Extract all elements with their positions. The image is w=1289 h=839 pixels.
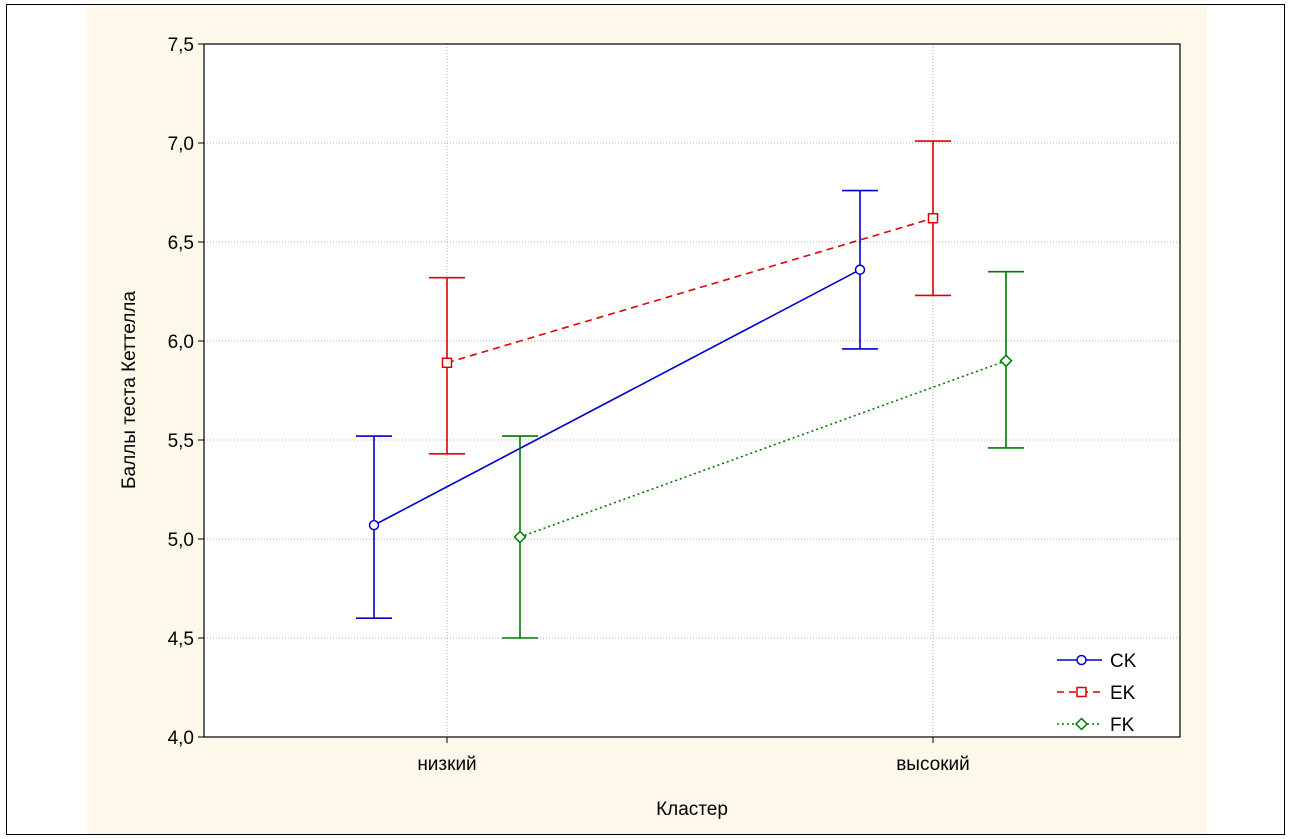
- y-tick-label: 5,5: [168, 431, 194, 452]
- y-tick-label: 4,0: [168, 728, 194, 749]
- plot-area: [204, 44, 1180, 737]
- axis-layer: 4,0 4,5 5,0 5,5 6,0 6,5 7,0 7,5 низкий высокий: [168, 35, 970, 775]
- x-tick-label: низкий: [417, 754, 476, 775]
- data-point-FK: [999, 354, 1013, 368]
- y-axis-title: Баллы теста Кеттелла: [119, 291, 140, 489]
- data-point-EK: [441, 357, 453, 369]
- grid-layer: [204, 44, 1180, 737]
- y-tick-label: 5,0: [168, 530, 194, 551]
- legend: CK EK FK: [1057, 651, 1137, 736]
- series-line-FK: [519, 360, 1007, 538]
- y-tick-label: 7,5: [168, 35, 194, 56]
- legend-marker-EK: [1076, 686, 1087, 698]
- x-axis-title: Кластер: [656, 799, 728, 820]
- data-point-EK: [927, 212, 939, 224]
- y-tick-label: 4,5: [168, 629, 194, 650]
- legend-label-EK: EK: [1110, 683, 1136, 704]
- legend-marker-FK: [1074, 717, 1089, 731]
- data-point-CK: [854, 264, 866, 275]
- chart-frame: 4,0 4,5 5,0 5,5 6,0 6,5 7,0 7,5 низкий высокий Кл…: [6, 4, 1285, 835]
- y-tick-label: 6,5: [168, 233, 194, 254]
- legend-marker-CK: [1076, 654, 1087, 666]
- legend-label-CK: CK: [1110, 651, 1137, 672]
- y-tick-label: 6,0: [168, 332, 194, 353]
- y-tick-label: 7,0: [168, 134, 194, 155]
- legend-label-FK: FK: [1110, 715, 1135, 736]
- series-layer: [356, 140, 1024, 639]
- series-line-CK: [373, 269, 861, 526]
- data-point-FK: [513, 530, 527, 544]
- x-tick-label: высокий: [896, 754, 970, 775]
- series-line-EK: [446, 217, 934, 364]
- data-point-CK: [368, 519, 380, 531]
- plot-border: [203, 43, 1181, 738]
- chart-svg: 4,0 4,5 5,0 5,5 6,0 6,5 7,0 7,5 низкий высокий Кл…: [87, 5, 1207, 834]
